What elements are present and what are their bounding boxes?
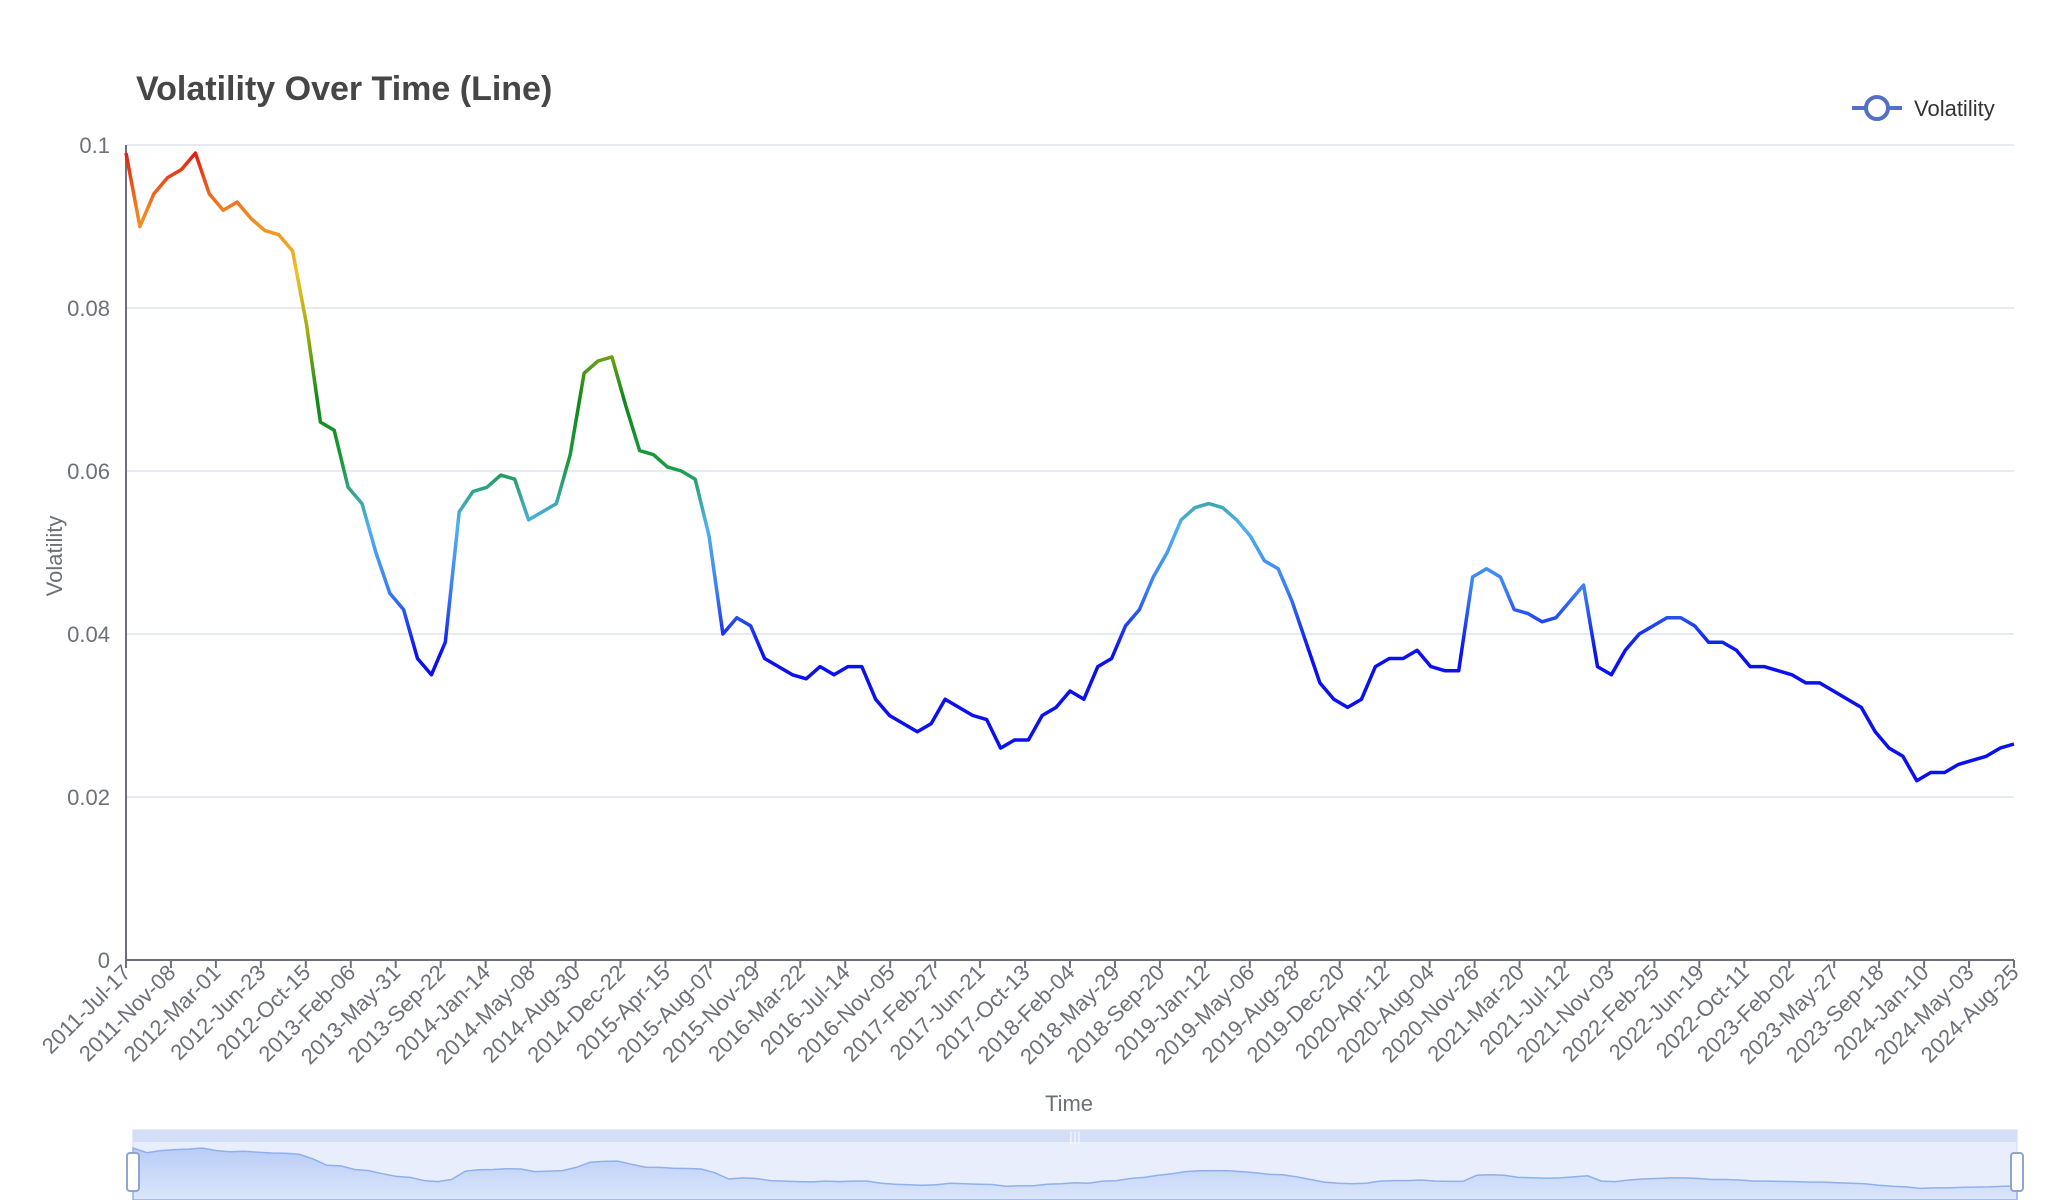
legend-label: Volatility — [1914, 96, 1995, 121]
series-line-volatility[interactable] — [124, 151, 2015, 783]
y-tick-label: 0.08 — [67, 296, 110, 321]
legend-symbol-icon — [1864, 95, 1890, 121]
legend[interactable]: Volatility — [1852, 95, 1995, 121]
y-tick-label: 0.06 — [67, 459, 110, 484]
data-zoom-preview-area — [132, 1146, 2018, 1200]
axes — [125, 145, 2014, 961]
grid-lines — [126, 144, 2014, 798]
drag-grip-icon[interactable]: ||| — [1069, 1130, 1081, 1144]
y-tick-label: 0 — [98, 948, 110, 973]
data-zoom-left-handle[interactable] — [126, 1152, 140, 1192]
data-zoom-slider[interactable]: ||| — [126, 1129, 2024, 1200]
y-tick-label: 0.1 — [79, 133, 110, 158]
data-zoom-right-handle[interactable] — [2010, 1152, 2024, 1192]
x-axis-label: Time — [1045, 1091, 1093, 1116]
y-tick-label: 0.02 — [67, 785, 110, 810]
x-axis-ticks: 2011-Jul-172011-Nov-082012-Mar-012012-Ju… — [37, 960, 2024, 1069]
y-tick-label: 0.04 — [67, 622, 110, 647]
chart-title: Volatility Over Time (Line) — [136, 70, 552, 108]
data-zoom-handle-bar[interactable] — [133, 1130, 2017, 1142]
y-axis-ticks: 0 0.02 0.04 0.06 0.08 0.1 — [67, 133, 110, 973]
y-axis-label: Volatility — [42, 516, 67, 597]
